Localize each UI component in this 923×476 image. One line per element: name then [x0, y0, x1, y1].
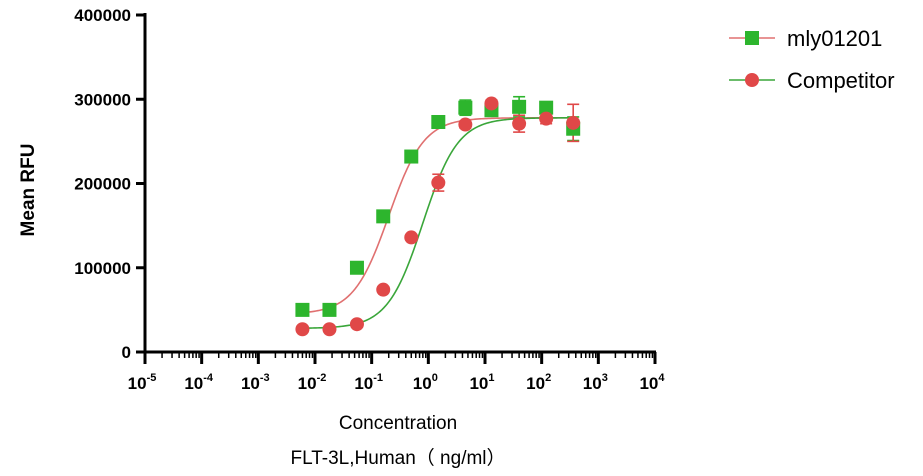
data-point-circle: [484, 96, 499, 111]
data-point-square: [376, 209, 391, 224]
x-axis-label: Concentration: [339, 413, 457, 434]
data-point-circle: [376, 282, 391, 297]
data-point-circle: [295, 322, 310, 337]
data-point-square: [539, 100, 554, 115]
data-point-square: [295, 302, 310, 317]
data-point-circle: [431, 175, 446, 190]
fit-curve: [302, 117, 574, 329]
legend-label: mly01201: [787, 26, 882, 51]
data-point-circle: [566, 115, 581, 130]
legend-marker-circle: [745, 73, 759, 87]
data-point-square: [322, 302, 337, 317]
x-axis-unit-label: FLT-3L,Human（ ng/ml）: [290, 447, 505, 469]
data-markers: [295, 96, 581, 337]
x-tick-label: 10-3: [241, 372, 270, 393]
data-point-square: [431, 114, 446, 129]
x-tick-label: 10-5: [128, 372, 157, 393]
y-tick-label: 300000: [74, 90, 131, 109]
data-point-circle: [349, 317, 364, 332]
data-point-square: [458, 100, 473, 115]
y-axis-label: Mean RFU: [18, 144, 39, 237]
y-tick-label: 400000: [74, 6, 131, 25]
data-point-circle: [322, 322, 337, 337]
data-point-circle: [512, 116, 527, 131]
data-point-circle: [539, 111, 554, 126]
error-bars: [296, 95, 580, 332]
fit-curves: [302, 116, 574, 329]
x-tick-label: 103: [583, 372, 608, 393]
fit-curve: [302, 116, 574, 314]
data-point-circle: [404, 230, 419, 245]
x-tick-label: 10-4: [184, 372, 214, 393]
legend: mly01201 Competitor: [729, 26, 895, 93]
x-tick-label: 100: [413, 372, 438, 393]
y-axis-ticks: 0 100000 200000 300000 400000: [74, 6, 145, 362]
data-point-square: [349, 260, 364, 275]
x-tick-label: 10-2: [298, 372, 327, 393]
y-tick-label: 0: [122, 343, 131, 362]
x-axis-ticks: 10-5 10-4 10-3 10-2 10-1 100 101 102 103 104: [128, 352, 665, 393]
x-tick-label: 102: [526, 372, 551, 393]
data-point-circle: [458, 117, 473, 132]
data-point-square: [404, 149, 419, 164]
legend-marker-square: [745, 31, 759, 45]
x-tick-label: 101: [469, 372, 494, 393]
x-tick-label: 104: [639, 372, 665, 393]
data-point-square: [512, 99, 527, 114]
legend-label: Competitor: [787, 68, 895, 93]
x-tick-label: 10-1: [354, 372, 383, 393]
y-tick-label: 200000: [74, 175, 131, 194]
y-tick-label: 100000: [74, 259, 131, 278]
